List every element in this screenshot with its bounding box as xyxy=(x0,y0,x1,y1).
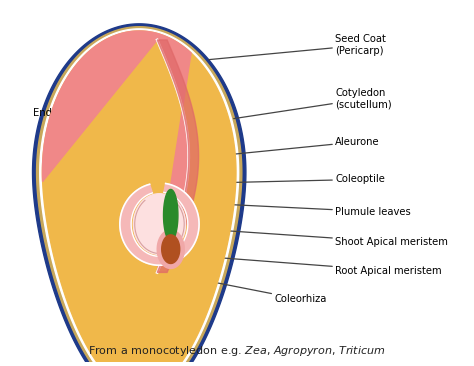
Text: Coleoptile: Coleoptile xyxy=(209,175,385,184)
Text: Root Apical meristem: Root Apical meristem xyxy=(177,254,442,276)
Text: Plumule leaves: Plumule leaves xyxy=(191,203,411,217)
Polygon shape xyxy=(43,31,191,272)
Text: Cotyledon
(scutellum): Cotyledon (scutellum) xyxy=(234,88,392,119)
Polygon shape xyxy=(43,31,236,366)
Polygon shape xyxy=(36,27,242,366)
Polygon shape xyxy=(120,183,199,265)
Text: Coleorhiza: Coleorhiza xyxy=(173,274,327,304)
Text: Shoot Apical meristem: Shoot Apical meristem xyxy=(182,228,448,247)
Polygon shape xyxy=(164,190,178,241)
Text: Aleurone: Aleurone xyxy=(231,137,380,154)
Text: Seed Coat
(Pericarp): Seed Coat (Pericarp) xyxy=(209,34,386,60)
Text: From a monocotyledon e.g. $\it{Zea}$, $\it{Agropyron}$, $\it{Triticum}$: From a monocotyledon e.g. $\it{Zea}$, $\… xyxy=(88,344,386,358)
Polygon shape xyxy=(157,40,199,272)
Polygon shape xyxy=(157,230,184,269)
Polygon shape xyxy=(166,239,176,247)
Polygon shape xyxy=(40,29,239,366)
Text: Endosperm: Endosperm xyxy=(34,108,101,118)
Polygon shape xyxy=(133,194,186,254)
Polygon shape xyxy=(33,24,246,366)
Polygon shape xyxy=(162,235,180,264)
